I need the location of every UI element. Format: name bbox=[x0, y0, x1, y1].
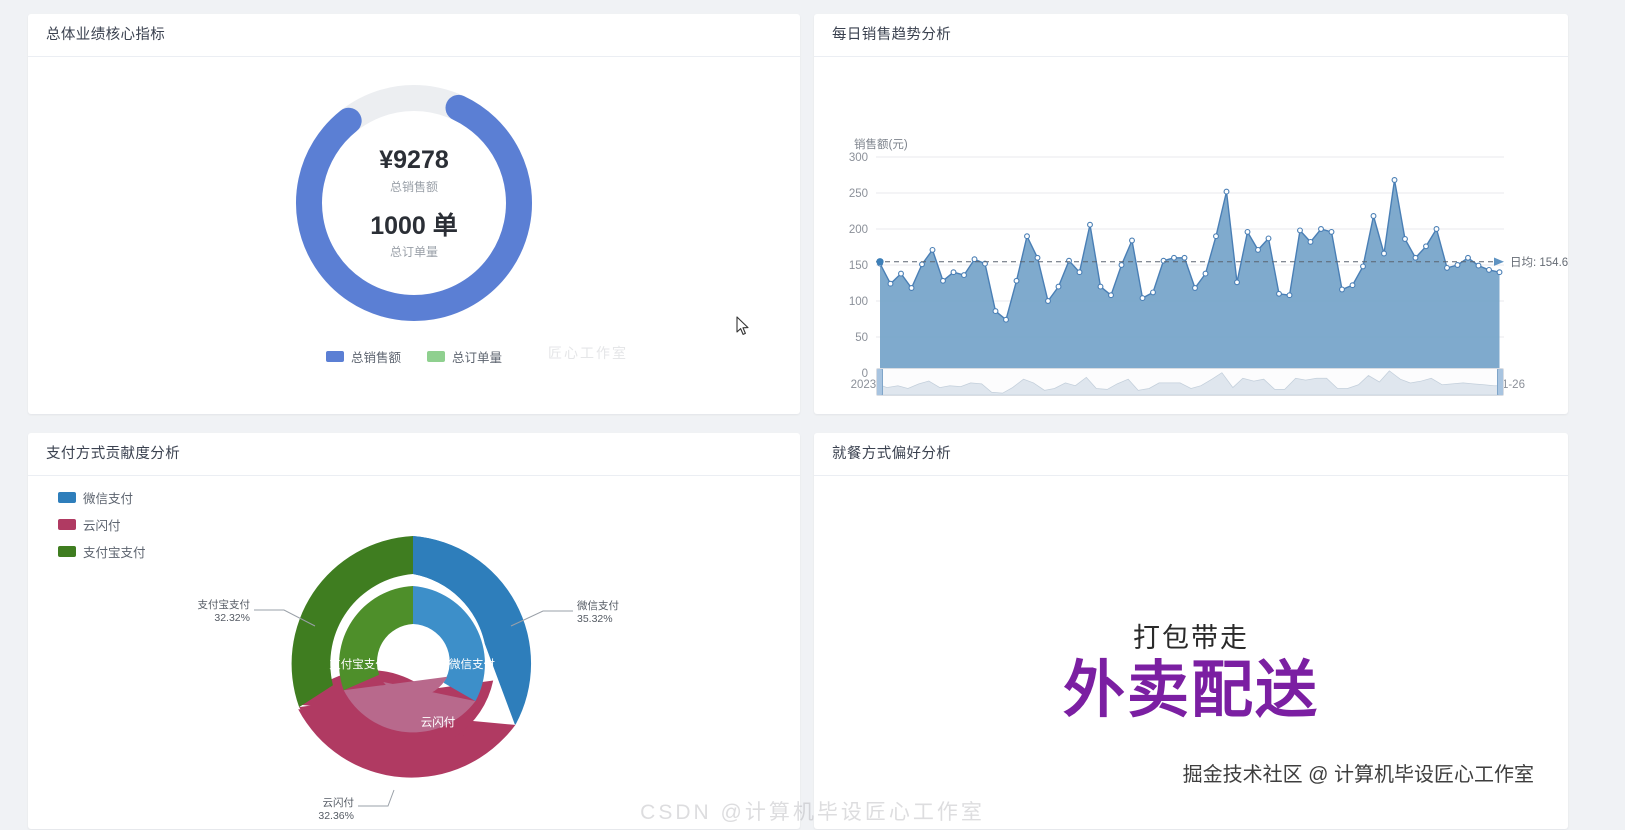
svg-text:0: 0 bbox=[862, 368, 868, 380]
trend-area bbox=[880, 180, 1500, 373]
svg-text:50: 50 bbox=[855, 332, 868, 344]
card-payment-title: 支付方式贡献度分析 bbox=[28, 433, 800, 476]
callout-alipay: 支付宝支付 32.32% bbox=[198, 598, 316, 627]
inner-label-wechat: 微信支付 bbox=[449, 657, 495, 671]
datazoom-preview bbox=[877, 370, 1503, 395]
svg-text:200: 200 bbox=[849, 224, 868, 236]
legend-swatch-icon bbox=[427, 351, 445, 362]
trend-points bbox=[877, 177, 1503, 323]
datazoom-handle-left[interactable] bbox=[877, 369, 883, 395]
legend-label-wechat-pay: 微信支付 bbox=[83, 492, 134, 506]
card-daily-sales-trend: 每日销售趋势分析 销售额(元) bbox=[814, 14, 1568, 414]
callout-wechat: 微信支付 35.32% bbox=[510, 599, 619, 627]
card-overall-body: ¥9278 总销售额 1000 单 总订单量 总销售额 总订单量 匠心工作室 bbox=[28, 57, 800, 414]
legend-item-wechat-pay[interactable]: 微信支付 bbox=[58, 488, 146, 507]
watermark-csdn: CSDN @计算机毕设匠心工作室 bbox=[640, 801, 985, 824]
svg-text:100: 100 bbox=[849, 296, 868, 308]
legend-label-unionpay: 云闪付 bbox=[83, 519, 121, 533]
legend-item-total-orders[interactable]: 总订单量 bbox=[427, 347, 502, 366]
legend-label-total-orders: 总订单量 bbox=[452, 351, 503, 365]
inner-ring bbox=[339, 586, 485, 733]
callout-unionpay-pct: 32.36% bbox=[318, 810, 354, 822]
mean-line-label: 日均: 154.63元 bbox=[1510, 256, 1568, 269]
svg-text:150: 150 bbox=[849, 260, 868, 272]
legend-swatch-icon bbox=[58, 519, 76, 530]
callout-alipay-name: 支付宝支付 bbox=[198, 598, 251, 611]
daily-sales-trend-chart[interactable]: 销售额(元) 300 250 200 150 100 bbox=[814, 57, 1568, 413]
legend-label-alipay: 支付宝支付 bbox=[83, 546, 146, 560]
card-payment-body: 微信支付 云闪付 支付宝支付 bbox=[28, 476, 800, 829]
datazoom-handle-right[interactable] bbox=[1497, 369, 1503, 395]
card-payment-contribution: 支付方式贡献度分析 微信支付 云闪付 支付宝支付 bbox=[28, 433, 800, 829]
svg-text:250: 250 bbox=[849, 188, 868, 200]
svg-text:300: 300 bbox=[849, 152, 868, 164]
payment-legend: 微信支付 云闪付 支付宝支付 bbox=[58, 488, 146, 569]
card-trend-body: 销售额(元) 300 250 200 150 100 bbox=[814, 57, 1568, 414]
card-dining-body: 打包带走 外卖配送 掘金技术社区 @ 计算机毕设匠心工作室 bbox=[814, 476, 1568, 829]
dining-word-takeaway-pack[interactable]: 打包带走 bbox=[1133, 623, 1249, 654]
dining-wordcloud[interactable]: 打包带走 外卖配送 bbox=[814, 616, 1568, 724]
trend-datazoom-slider[interactable] bbox=[876, 368, 1504, 396]
card-dining-preference: 就餐方式偏好分析 打包带走 外卖配送 掘金技术社区 @ 计算机毕设匠心工作室 bbox=[814, 433, 1568, 829]
outer-ring bbox=[291, 536, 532, 777]
card-overall-title: 总体业绩核心指标 bbox=[28, 14, 800, 57]
legend-swatch-icon bbox=[325, 351, 344, 362]
legend-swatch-icon bbox=[58, 492, 76, 503]
legend-item-total-sales[interactable]: 总销售额 bbox=[325, 347, 401, 366]
dining-word-delivery[interactable]: 外卖配送 bbox=[1062, 653, 1319, 726]
callout-wechat-pct: 35.32% bbox=[577, 613, 613, 625]
legend-item-alipay[interactable]: 支付宝支付 bbox=[58, 542, 146, 561]
legend-label-total-sales: 总销售额 bbox=[350, 351, 401, 365]
y-axis-ticks: 300 250 200 150 100 50 0 bbox=[849, 152, 868, 380]
trend-series bbox=[877, 177, 1503, 373]
callout-unionpay-name: 云闪付 bbox=[323, 796, 355, 809]
watermark-faint: 匠心工作室 bbox=[548, 345, 628, 361]
card-trend-title: 每日销售趋势分析 bbox=[814, 14, 1568, 57]
payment-nested-donut-chart[interactable]: 微信支付 35.32% 支付宝支付 32.32% 云闪付 32.36% 微信支付 bbox=[28, 476, 800, 828]
overall-gauge-chart[interactable]: ¥9278 总销售额 1000 单 总订单量 bbox=[284, 73, 544, 333]
callout-alipay-pct: 32.32% bbox=[214, 612, 250, 624]
card-dining-title: 就餐方式偏好分析 bbox=[814, 433, 1568, 476]
legend-swatch-icon bbox=[58, 546, 76, 557]
callout-wechat-name: 微信支付 bbox=[577, 599, 619, 612]
callout-unionpay: 云闪付 32.36% bbox=[318, 789, 395, 822]
watermark-juejin: 掘金技术社区 @ 计算机毕设匠心工作室 bbox=[1182, 764, 1534, 786]
mean-line-marker bbox=[876, 257, 1504, 266]
inner-label-alipay: 支付宝支付 bbox=[329, 657, 387, 671]
overall-legend: 总销售额 总订单量 bbox=[28, 347, 800, 366]
inner-label-unionpay: 云闪付 bbox=[421, 715, 456, 729]
y-axis-name: 销售额(元) bbox=[854, 137, 908, 151]
legend-item-unionpay[interactable]: 云闪付 bbox=[58, 515, 146, 534]
gauge-svg bbox=[296, 85, 532, 321]
card-overall-metrics: 总体业绩核心指标 ¥9278 总销售额 1000 单 总订单量 bbox=[28, 14, 800, 414]
